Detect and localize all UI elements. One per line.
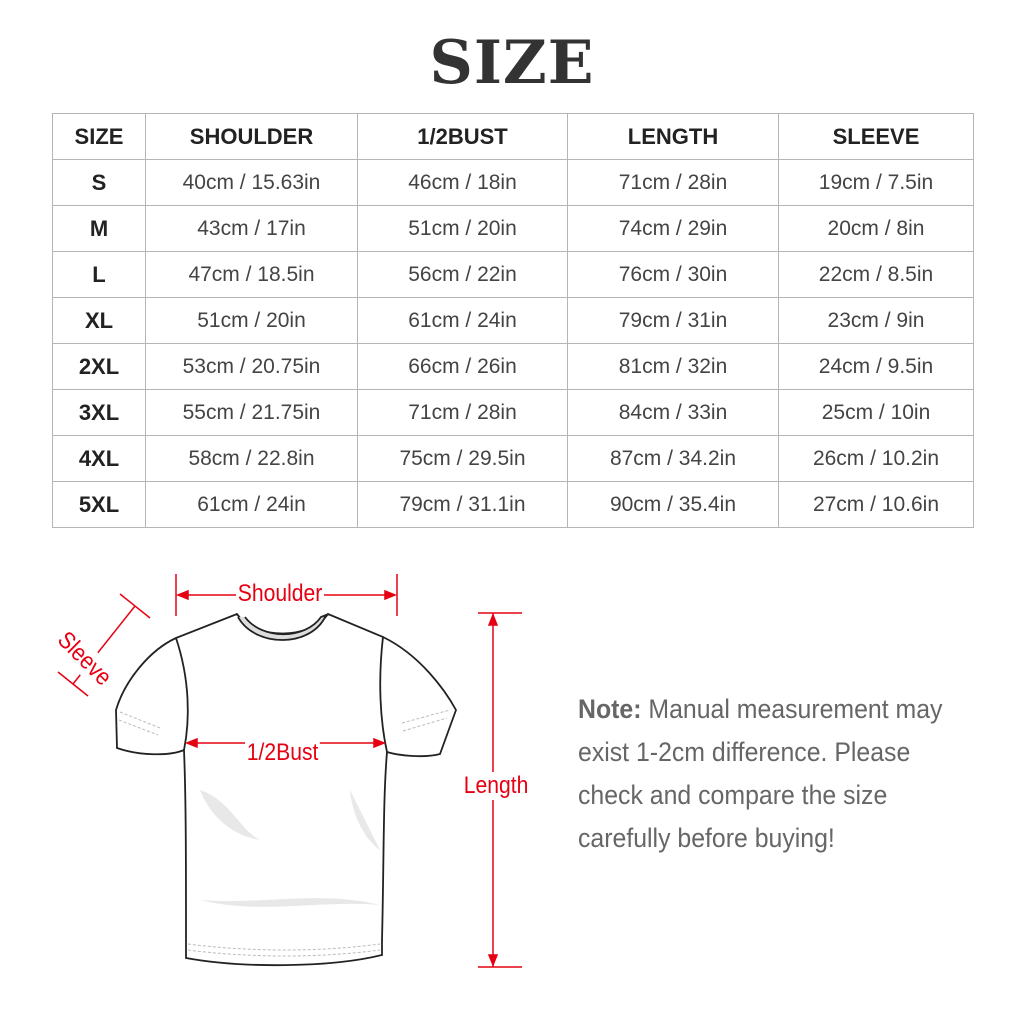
table-row: 5XL 61cm / 24in 79cm / 31.1in 90cm / 35.4in… [52,481,974,528]
column-header: SIZE [52,113,146,160]
measurement-cell: 53cm / 20.75in [145,343,358,390]
measurement-cell: 55cm / 21.75in [145,389,358,436]
measurement-cell: 22cm / 8.5in [778,251,974,298]
table-row: XL 51cm / 20in 61cm / 24in 79cm / 31in 23cm … [52,297,974,344]
size-cell: M [52,205,146,252]
column-header: 1/2BUST [357,113,568,160]
measurement-cell: 61cm / 24in [357,297,568,344]
size-cell: 4XL [52,435,146,482]
size-cell: L [52,251,146,298]
measurement-cell: 56cm / 22in [357,251,568,298]
measurement-cell: 24cm / 9.5in [778,343,974,390]
shoulder-label: Shoulder [236,580,325,608]
size-cell: XL [52,297,146,344]
size-cell: 3XL [52,389,146,436]
measurement-cell: 43cm / 17in [145,205,358,252]
bust-label: 1/2Bust [245,739,321,767]
table-row: L 47cm / 18.5in 56cm / 22in 76cm / 30in 22cm… [52,251,974,298]
tshirt-diagram [57,574,522,968]
size-cell: 5XL [52,481,146,528]
measurement-cell: 71cm / 28in [567,159,779,206]
table-row: 2XL 53cm / 20.75in 66cm / 26in 81cm / 32in 2… [52,343,974,390]
measurement-cell: 25cm / 10in [778,389,974,436]
measurement-cell: 61cm / 24in [145,481,358,528]
note-text: Note: Manual measurement may exist 1-2cm… [578,688,964,860]
measurement-cell: 87cm / 34.2in [567,435,779,482]
measurement-cell: 75cm / 29.5in [357,435,568,482]
note-label: Note: [578,694,642,724]
measurement-cell: 19cm / 7.5in [778,159,974,206]
measurement-cell: 76cm / 30in [567,251,779,298]
table-row: 3XL 55cm / 21.75in 71cm / 28in 84cm / 33in 2… [52,389,974,436]
measurement-cell: 23cm / 9in [778,297,974,344]
table-row: 4XL 58cm / 22.8in 75cm / 29.5in 87cm / 34.2… [52,435,974,482]
measurement-cell: 58cm / 22.8in [145,435,358,482]
table-header-row: SIZE SHOULDER 1/2BUST LENGTH SLEEVE [52,113,974,160]
measurement-cell: 46cm / 18in [357,159,568,206]
table-row: S 40cm / 15.63in 46cm / 18in 71cm / 28in 19c… [52,159,974,206]
measurement-cell: 27cm / 10.6in [778,481,974,528]
table-row: M 43cm / 17in 51cm / 20in 74cm / 29in 20cm /… [52,205,974,252]
measurement-cell: 79cm / 31in [567,297,779,344]
size-cell: S [52,159,146,206]
measurement-cell: 51cm / 20in [357,205,568,252]
length-label: Length [462,772,531,800]
page-title: SIZE [429,28,595,98]
column-header: LENGTH [567,113,779,160]
measurement-cell: 79cm / 31.1in [357,481,568,528]
measurement-cell: 71cm / 28in [357,389,568,436]
measurement-cell: 81cm / 32in [567,343,779,390]
tshirt-illustration [115,612,457,967]
measurement-cell: 74cm / 29in [567,205,779,252]
measurement-cell: 40cm / 15.63in [145,159,358,206]
measurement-cell: 90cm / 35.4in [567,481,779,528]
measurement-cell: 47cm / 18.5in [145,251,358,298]
column-header: SHOULDER [145,113,358,160]
measurement-cell: 66cm / 26in [357,343,568,390]
measurement-cell: 84cm / 33in [567,389,779,436]
column-header: SLEEVE [778,113,974,160]
measurement-cell: 26cm / 10.2in [778,435,974,482]
size-table: SIZE SHOULDER 1/2BUST LENGTH SLEEVE S 40cm / … [52,113,974,528]
measurement-cell: 20cm / 8in [778,205,974,252]
measurement-cell: 51cm / 20in [145,297,358,344]
size-cell: 2XL [52,343,146,390]
note-body: Manual measurement may exist 1-2cm diffe… [578,694,943,853]
